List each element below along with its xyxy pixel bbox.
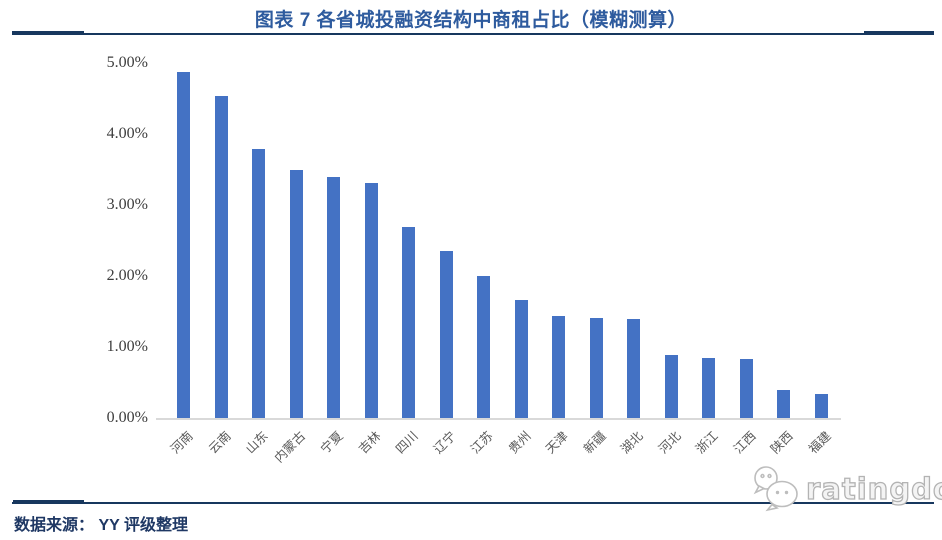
bar-新疆 <box>589 317 603 418</box>
bottom-rule <box>12 502 934 504</box>
bar-贵州 <box>514 300 528 418</box>
x-tick-label: 湖北 <box>618 428 647 457</box>
ratingdog-logo: ratingdog <box>750 464 942 517</box>
top-rule-right-accent <box>864 31 934 35</box>
y-tick-label: 3.00% <box>106 196 148 213</box>
x-tick-label: 天津 <box>543 428 572 457</box>
bar-内蒙古 <box>289 170 303 418</box>
x-tick-label: 陕西 <box>768 428 797 457</box>
bar-山东 <box>252 148 265 418</box>
x-tick-label: 吉林 <box>356 428 384 457</box>
bar-云南 <box>214 95 228 418</box>
y-tick-label: 2.00% <box>106 267 148 284</box>
x-tick-label: 福建 <box>806 428 834 457</box>
bar-天津 <box>552 315 565 418</box>
x-tick-label: 江苏 <box>468 428 497 457</box>
x-tick-label: 河北 <box>656 428 684 457</box>
plot-area <box>156 63 841 420</box>
y-tick-label: 4.00% <box>106 125 148 142</box>
bar-江苏 <box>477 276 490 418</box>
x-tick-label: 四川 <box>393 428 422 457</box>
y-tick-label: 5.00% <box>106 54 148 71</box>
bar-吉林 <box>364 183 378 418</box>
x-tick-label: 浙江 <box>693 428 722 457</box>
bar-辽宁 <box>439 251 453 418</box>
x-tick-label: 山东 <box>243 428 272 457</box>
bar-宁夏 <box>327 177 340 418</box>
bar-四川 <box>402 227 415 418</box>
bar-湖北 <box>627 318 640 418</box>
x-tick-label: 河南 <box>168 428 197 457</box>
chart-title: 图表 7 各省城投融资结构中商租占比（模糊测算） <box>254 10 688 31</box>
source-text: 数据来源： YY 评级整理 <box>14 517 188 534</box>
y-tick-label: 0.00% <box>106 409 148 426</box>
bar-浙江 <box>702 358 715 418</box>
bar-陕西 <box>777 390 790 418</box>
chat-bubbles-icon <box>750 464 800 517</box>
y-axis: 0.00% 1.00% 2.00% 3.00% 4.00% 5.00% <box>0 54 148 426</box>
bar-河南 <box>177 71 190 418</box>
top-rule <box>12 33 934 35</box>
y-tick-label: 1.00% <box>106 338 148 355</box>
top-rule-left-accent <box>12 31 84 35</box>
bar-河北 <box>664 354 678 418</box>
bottom-rule-left-accent <box>13 500 84 504</box>
x-tick-label: 贵州 <box>506 428 534 457</box>
x-tick-label: 辽宁 <box>431 428 459 457</box>
x-tick-label: 宁夏 <box>318 428 347 457</box>
bar-江西 <box>739 359 753 418</box>
x-tick-label: 江西 <box>731 428 759 457</box>
x-tick-label: 新疆 <box>581 428 609 457</box>
bar-福建 <box>814 393 828 418</box>
x-tick-label: 云南 <box>206 428 234 457</box>
x-tick-label: 内蒙古 <box>272 428 309 466</box>
ratingdog-wordmark: ratingdog <box>805 472 942 506</box>
